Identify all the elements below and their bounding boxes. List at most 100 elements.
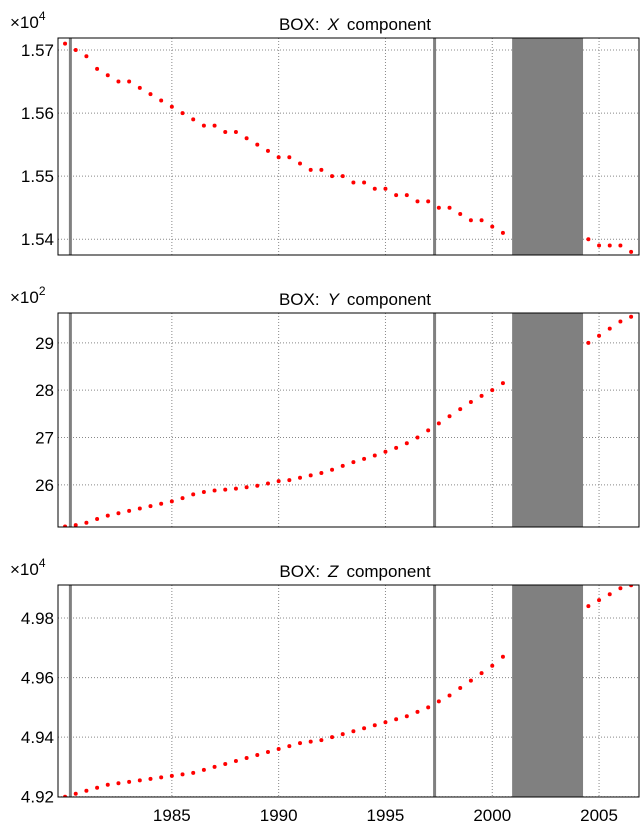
data-point <box>629 585 634 588</box>
multiplier-exponent: 2 <box>39 284 46 298</box>
data-point <box>308 167 313 172</box>
title-suffix: component <box>347 290 431 309</box>
data-point <box>233 486 238 491</box>
data-point <box>105 73 110 78</box>
data-point <box>607 326 612 331</box>
data-point <box>383 186 388 191</box>
y-tick-label: 26 <box>35 476 54 495</box>
data-point <box>362 180 367 185</box>
panel <box>58 38 639 255</box>
data-point <box>629 314 634 319</box>
data-point <box>105 782 110 787</box>
data-point <box>137 506 142 511</box>
data-point <box>383 449 388 454</box>
data-point <box>468 678 473 683</box>
title-axis: Z <box>327 562 339 581</box>
data-point <box>447 693 452 698</box>
data-point <box>404 441 409 446</box>
data-point <box>191 492 196 497</box>
y-tick-label: 1.57 <box>21 41 54 60</box>
data-point <box>159 775 164 780</box>
data-point <box>319 738 324 743</box>
axis-multiplier: ×104 <box>10 9 46 32</box>
x-tick-label: 1990 <box>260 806 298 825</box>
data-point <box>180 111 185 116</box>
data-point <box>351 460 356 465</box>
data-point <box>223 487 228 492</box>
data-point <box>447 414 452 419</box>
data-point <box>287 155 292 160</box>
data-point <box>468 400 473 405</box>
data-point <box>223 761 228 766</box>
axis-multiplier: ×102 <box>10 284 46 307</box>
data-point <box>180 496 185 501</box>
data-point <box>586 237 591 242</box>
multiplier-base: ×10 <box>10 288 39 307</box>
y-tick-label: 4.94 <box>21 728 54 747</box>
data-point <box>436 421 441 426</box>
data-point <box>319 167 324 172</box>
data-point <box>191 117 196 122</box>
data-point <box>330 735 335 740</box>
data-point <box>426 705 431 710</box>
data-point <box>73 791 78 796</box>
data-point <box>180 772 185 777</box>
axis-multiplier: ×104 <box>10 556 46 579</box>
data-point <box>436 699 441 704</box>
data-point <box>415 709 420 714</box>
plot-frame <box>57 584 640 798</box>
x-tick-label: 1985 <box>153 806 191 825</box>
data-point <box>287 744 292 749</box>
data-gap <box>512 38 584 255</box>
data-point <box>95 785 100 790</box>
data-point <box>63 794 68 797</box>
y-tick-label: 4.92 <box>21 788 54 807</box>
data-point <box>394 445 399 450</box>
data-point <box>265 148 270 153</box>
multiplier-base: ×10 <box>10 560 39 579</box>
y-tick-label: 27 <box>35 429 54 448</box>
data-point <box>426 428 431 433</box>
data-point <box>212 123 217 128</box>
data-point <box>490 663 495 668</box>
data-point <box>404 193 409 198</box>
data-point <box>201 123 206 128</box>
y-tick-label: 1.56 <box>21 104 54 123</box>
title-prefix: BOX: <box>279 290 320 309</box>
title-prefix: BOX: <box>279 562 320 581</box>
data-point <box>95 66 100 71</box>
data-point <box>137 85 142 90</box>
data-point <box>116 79 121 84</box>
data-point <box>340 174 345 179</box>
plot-frame <box>57 37 640 256</box>
data-point <box>212 764 217 769</box>
data-point <box>479 393 484 398</box>
y-tick-label: 1.55 <box>21 167 54 186</box>
data-point <box>201 767 206 772</box>
y-tick-label: 1.54 <box>21 230 54 249</box>
multiplier-exponent: 4 <box>39 556 46 570</box>
data-point <box>276 747 281 752</box>
data-point <box>159 98 164 103</box>
data-point <box>105 513 110 518</box>
data-point <box>63 41 68 46</box>
data-point <box>458 211 463 216</box>
data-point <box>148 776 153 781</box>
data-point <box>319 471 324 476</box>
data-point <box>255 142 260 147</box>
data-point <box>415 199 420 204</box>
data-point <box>351 180 356 185</box>
data-point <box>362 726 367 731</box>
data-point <box>191 770 196 775</box>
data-point <box>84 54 89 59</box>
title-prefix: BOX: <box>279 15 320 34</box>
data-point <box>597 243 602 248</box>
data-point <box>490 224 495 229</box>
data-point <box>597 333 602 338</box>
data-point <box>308 473 313 478</box>
title-axis: X <box>327 15 340 34</box>
data-point <box>415 435 420 440</box>
data-point <box>255 483 260 488</box>
